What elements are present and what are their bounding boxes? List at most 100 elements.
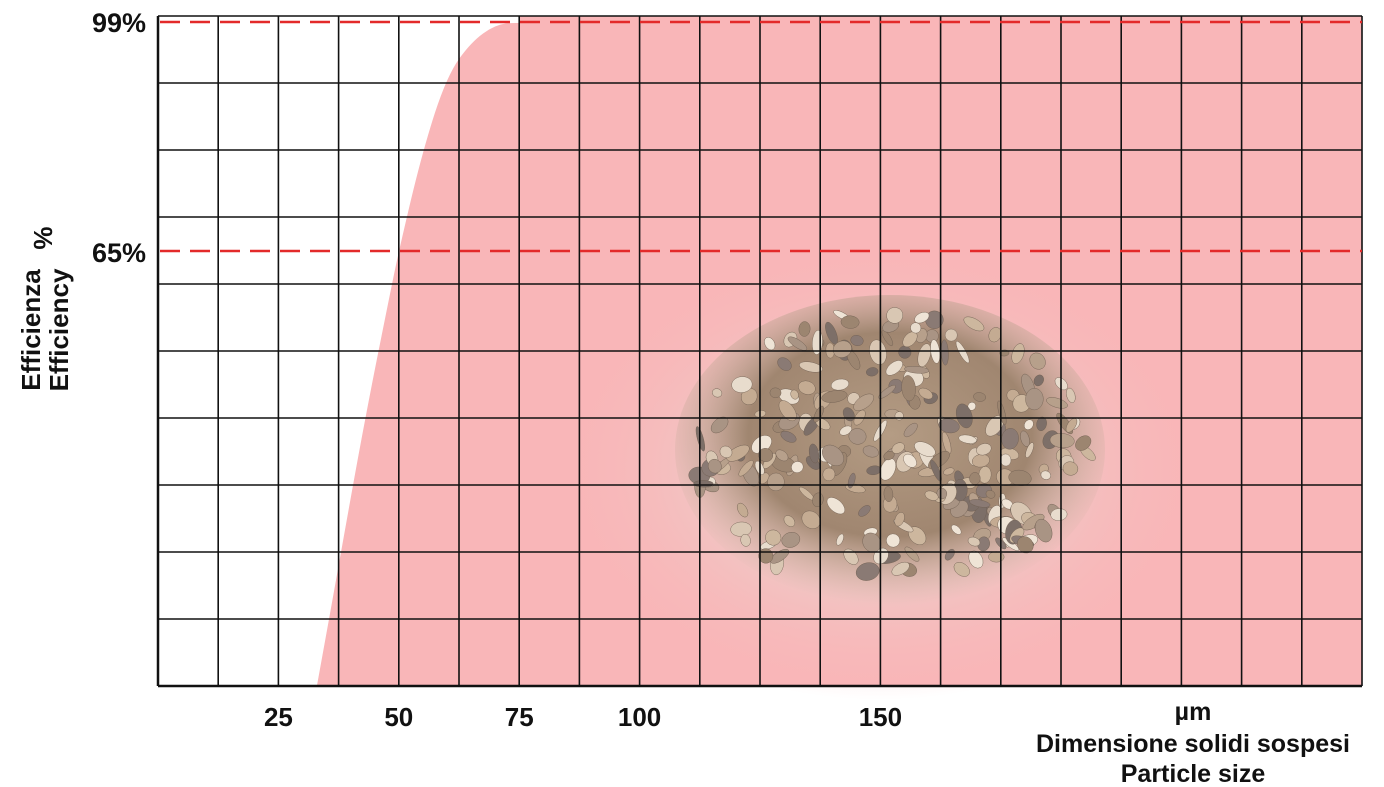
pebble xyxy=(976,443,992,456)
x-tick-label: 150 xyxy=(859,702,902,732)
pebble xyxy=(914,441,936,457)
pebble xyxy=(777,357,792,371)
pebble xyxy=(1029,352,1046,370)
pebble xyxy=(778,400,797,422)
pebble xyxy=(866,367,879,377)
pebble xyxy=(1062,461,1079,476)
pebble xyxy=(997,400,1007,426)
pebble xyxy=(781,532,801,548)
pebble xyxy=(967,536,981,547)
y-axis-percent: % xyxy=(28,226,58,249)
pebble xyxy=(1020,430,1030,447)
pebble xyxy=(862,532,882,553)
x-tick-label: 50 xyxy=(384,702,413,732)
pebble xyxy=(1046,397,1068,409)
pebble xyxy=(1040,470,1051,480)
pebble xyxy=(848,428,867,445)
pebble xyxy=(764,337,776,351)
pebble xyxy=(1075,435,1092,451)
y-label-99: 99% xyxy=(92,8,146,38)
pebble xyxy=(883,451,895,461)
pebble xyxy=(799,361,823,373)
pebble xyxy=(808,443,820,464)
pebble xyxy=(719,445,733,459)
pebble xyxy=(910,322,922,334)
pebble xyxy=(938,418,960,434)
pebble xyxy=(821,390,848,403)
pebble xyxy=(901,375,916,402)
pebble xyxy=(798,380,816,395)
pebble xyxy=(738,460,754,477)
pebble xyxy=(878,384,896,399)
pebble xyxy=(767,472,785,491)
pebble xyxy=(780,430,797,443)
pebble xyxy=(988,551,1005,563)
pebble xyxy=(840,315,860,329)
pebble xyxy=(943,467,955,476)
pebble xyxy=(826,497,846,515)
pebble xyxy=(740,533,751,547)
pebble xyxy=(862,445,879,458)
pebble xyxy=(886,307,904,324)
x-tick-label: 75 xyxy=(505,702,534,732)
x-axis-title-it: Dimensione solidi sospesi xyxy=(1036,730,1350,758)
pebble xyxy=(693,480,714,488)
pebble xyxy=(883,486,894,502)
pebble xyxy=(712,388,723,398)
pebble xyxy=(1050,508,1068,521)
pebble xyxy=(726,444,750,462)
pebble xyxy=(707,458,722,474)
pebble xyxy=(775,449,789,462)
pebble xyxy=(853,393,875,411)
pebble xyxy=(891,561,910,576)
pebble xyxy=(765,529,782,546)
pebble xyxy=(801,510,821,529)
y-label-65: 65% xyxy=(92,238,146,268)
pebble xyxy=(951,524,962,535)
pebble xyxy=(1025,442,1034,458)
pebble xyxy=(969,499,991,508)
pebble xyxy=(886,533,901,548)
pebble xyxy=(1034,518,1053,543)
pebble xyxy=(850,335,864,346)
pebble xyxy=(843,548,859,565)
pebble xyxy=(769,387,782,399)
y-axis-title-en: Efficiency xyxy=(44,268,74,391)
pebble xyxy=(973,392,986,402)
pebble xyxy=(924,490,939,501)
x-axis-title-en: Particle size xyxy=(1121,760,1266,787)
pebble xyxy=(944,328,958,342)
pebble xyxy=(787,336,808,351)
pebble xyxy=(985,490,996,499)
pebble xyxy=(963,316,985,332)
pebble xyxy=(958,434,977,444)
pebble xyxy=(1036,416,1047,432)
pebble xyxy=(914,311,930,324)
x-tick-label: 100 xyxy=(618,702,661,732)
x-tick-label: 25 xyxy=(264,702,293,732)
pebble xyxy=(839,425,852,436)
pebble xyxy=(969,472,981,485)
pebble xyxy=(858,505,871,517)
pebble xyxy=(879,458,897,481)
pebble xyxy=(790,389,799,400)
pebble xyxy=(903,453,917,468)
pebble xyxy=(783,515,796,527)
pebble xyxy=(1066,387,1076,403)
pebble xyxy=(918,387,933,400)
pebble xyxy=(953,562,970,577)
grid xyxy=(156,15,1363,688)
pebble xyxy=(822,444,844,467)
pebble xyxy=(822,467,836,482)
pebble xyxy=(855,562,880,581)
pebble xyxy=(1011,343,1025,364)
pebble xyxy=(791,461,804,473)
pebble xyxy=(881,329,894,347)
pebble xyxy=(904,366,930,374)
x-tick-labels: 25 50 75 100 150 xyxy=(264,702,902,732)
pebble xyxy=(903,422,918,438)
pebble xyxy=(894,512,905,527)
pebble xyxy=(731,376,753,393)
pebble xyxy=(1001,428,1019,450)
